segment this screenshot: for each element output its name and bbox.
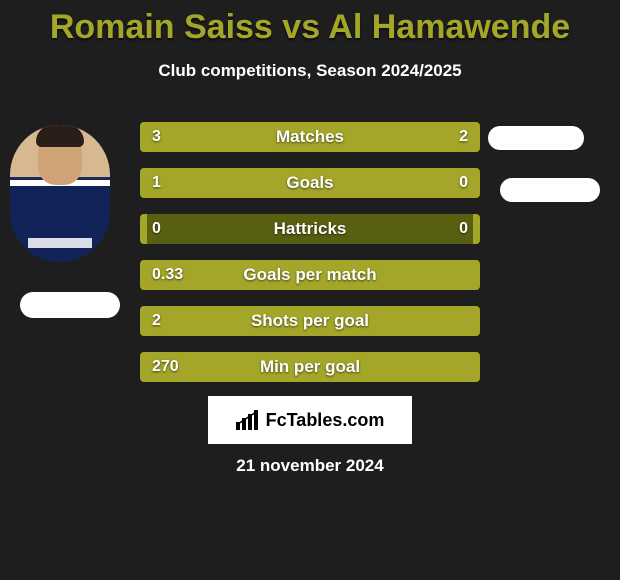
- date-text: 21 november 2024: [0, 456, 620, 476]
- stats-panel: 3 Matches 2 1 Goals 0 0 Hattricks 0 0.33…: [140, 122, 480, 398]
- comparison-card: Romain Saiss vs Al Hamawende Club compet…: [0, 0, 620, 580]
- player-right-avatar-placeholder: [488, 126, 584, 150]
- subtitle: Club competitions, Season 2024/2025: [0, 61, 620, 81]
- stat-row-hattricks: 0 Hattricks 0: [140, 214, 480, 244]
- stat-value-right: 0: [459, 214, 468, 244]
- stat-value-right: 0: [459, 168, 468, 198]
- stat-row-goals: 1 Goals 0: [140, 168, 480, 198]
- stat-row-goals-per-match: 0.33 Goals per match: [140, 260, 480, 290]
- stat-label: Matches: [140, 122, 480, 152]
- stat-label: Hattricks: [140, 214, 480, 244]
- player-right-club-pill: [500, 178, 600, 202]
- stat-label: Min per goal: [140, 352, 480, 382]
- page-title: Romain Saiss vs Al Hamawende: [0, 0, 620, 47]
- stat-label: Shots per goal: [140, 306, 480, 336]
- stat-label: Goals: [140, 168, 480, 198]
- stat-row-matches: 3 Matches 2: [140, 122, 480, 152]
- stat-label: Goals per match: [140, 260, 480, 290]
- stat-row-shots-per-goal: 2 Shots per goal: [140, 306, 480, 336]
- player-left-avatar: [10, 125, 110, 262]
- stat-value-right: 2: [459, 122, 468, 152]
- stat-row-min-per-goal: 270 Min per goal: [140, 352, 480, 382]
- source-logo: FcTables.com: [208, 396, 412, 444]
- source-logo-text: FcTables.com: [266, 410, 385, 431]
- bar-chart-icon: [236, 410, 262, 430]
- player-left-club-pill: [20, 292, 120, 318]
